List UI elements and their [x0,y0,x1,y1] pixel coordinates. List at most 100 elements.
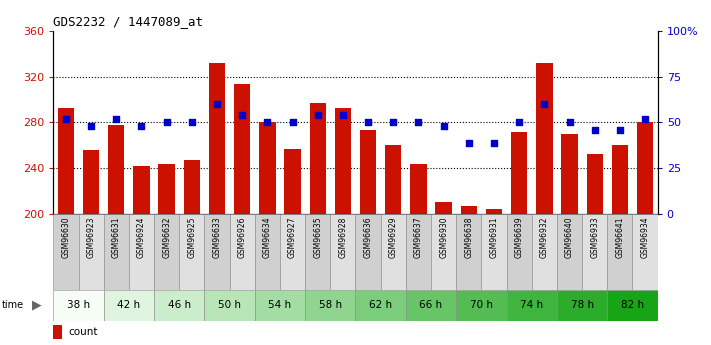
Point [413,120,424,125]
Text: GSM96926: GSM96926 [237,216,247,258]
Bar [309,103,326,214]
Text: GSM96927: GSM96927 [288,216,297,258]
Text: 42 h: 42 h [117,300,141,310]
Text: GSM96930: GSM96930 [439,216,448,258]
Bar [230,214,255,290]
Bar [557,214,582,290]
Text: count: count [68,327,98,337]
Bar [637,122,653,214]
Bar [53,214,78,290]
Text: 50 h: 50 h [218,300,241,310]
Point [161,120,172,125]
Bar [154,290,205,321]
Text: GSM96641: GSM96641 [616,216,624,258]
Bar [183,160,200,214]
Text: 62 h: 62 h [369,300,392,310]
Bar [607,214,633,290]
Bar [209,63,225,214]
Point [513,120,525,125]
Bar [305,290,356,321]
Bar [356,214,380,290]
Text: GSM96640: GSM96640 [565,216,574,258]
Bar [53,290,104,321]
Bar [562,134,578,214]
Text: GSM96636: GSM96636 [363,216,373,258]
Bar [255,290,305,321]
Text: GSM96639: GSM96639 [515,216,524,258]
Text: GSM96635: GSM96635 [314,216,322,258]
Bar [506,290,557,321]
Point [262,120,273,125]
Bar [486,209,502,214]
Bar [380,214,406,290]
Text: GSM96931: GSM96931 [489,216,498,258]
Point [539,101,550,107]
Point [589,127,600,132]
Text: time: time [1,300,23,310]
Text: 78 h: 78 h [570,300,594,310]
Text: GDS2232 / 1447089_at: GDS2232 / 1447089_at [53,16,203,29]
Text: 82 h: 82 h [621,300,644,310]
Bar [536,63,552,214]
Bar [406,290,456,321]
Text: 46 h: 46 h [168,300,191,310]
Text: 54 h: 54 h [268,300,292,310]
Bar [83,150,100,214]
Text: 58 h: 58 h [319,300,342,310]
Text: GSM96631: GSM96631 [112,216,121,258]
Text: GSM96630: GSM96630 [61,216,70,258]
Point [614,127,626,132]
Bar [179,214,205,290]
Bar [532,214,557,290]
Point [639,116,651,121]
Bar [607,290,658,321]
Bar [410,164,427,214]
Bar [431,214,456,290]
Bar [331,214,356,290]
Text: GSM96924: GSM96924 [137,216,146,258]
Point [136,124,147,129]
Text: 74 h: 74 h [520,300,543,310]
Bar [587,155,603,214]
Bar [385,145,402,214]
Bar [108,125,124,214]
Point [237,112,248,118]
Text: 66 h: 66 h [419,300,443,310]
Bar [133,166,149,214]
Point [488,140,500,145]
Point [60,116,72,121]
Bar [356,290,406,321]
Text: GSM96933: GSM96933 [590,216,599,258]
Text: GSM96923: GSM96923 [87,216,95,258]
Text: GSM96634: GSM96634 [263,216,272,258]
Text: GSM96934: GSM96934 [641,216,650,258]
Point [564,120,575,125]
Bar [58,108,74,214]
Bar [557,290,607,321]
Bar [481,214,506,290]
Bar [154,214,179,290]
Text: GSM96637: GSM96637 [414,216,423,258]
Text: GSM96925: GSM96925 [187,216,196,258]
Bar [456,214,481,290]
Bar [78,214,104,290]
Bar [435,203,451,214]
Bar [255,214,280,290]
Text: GSM96929: GSM96929 [389,216,397,258]
Bar [506,214,532,290]
Bar [611,145,628,214]
Text: GSM96928: GSM96928 [338,216,348,258]
Point [463,140,474,145]
Bar [205,214,230,290]
Bar [104,214,129,290]
Bar [456,290,506,321]
Point [387,120,399,125]
Bar [260,122,276,214]
Text: ▶: ▶ [32,299,42,312]
Point [186,120,198,125]
Text: GSM96633: GSM96633 [213,216,222,258]
Text: 70 h: 70 h [470,300,493,310]
Bar [335,108,351,214]
Point [363,120,374,125]
Bar [280,214,305,290]
